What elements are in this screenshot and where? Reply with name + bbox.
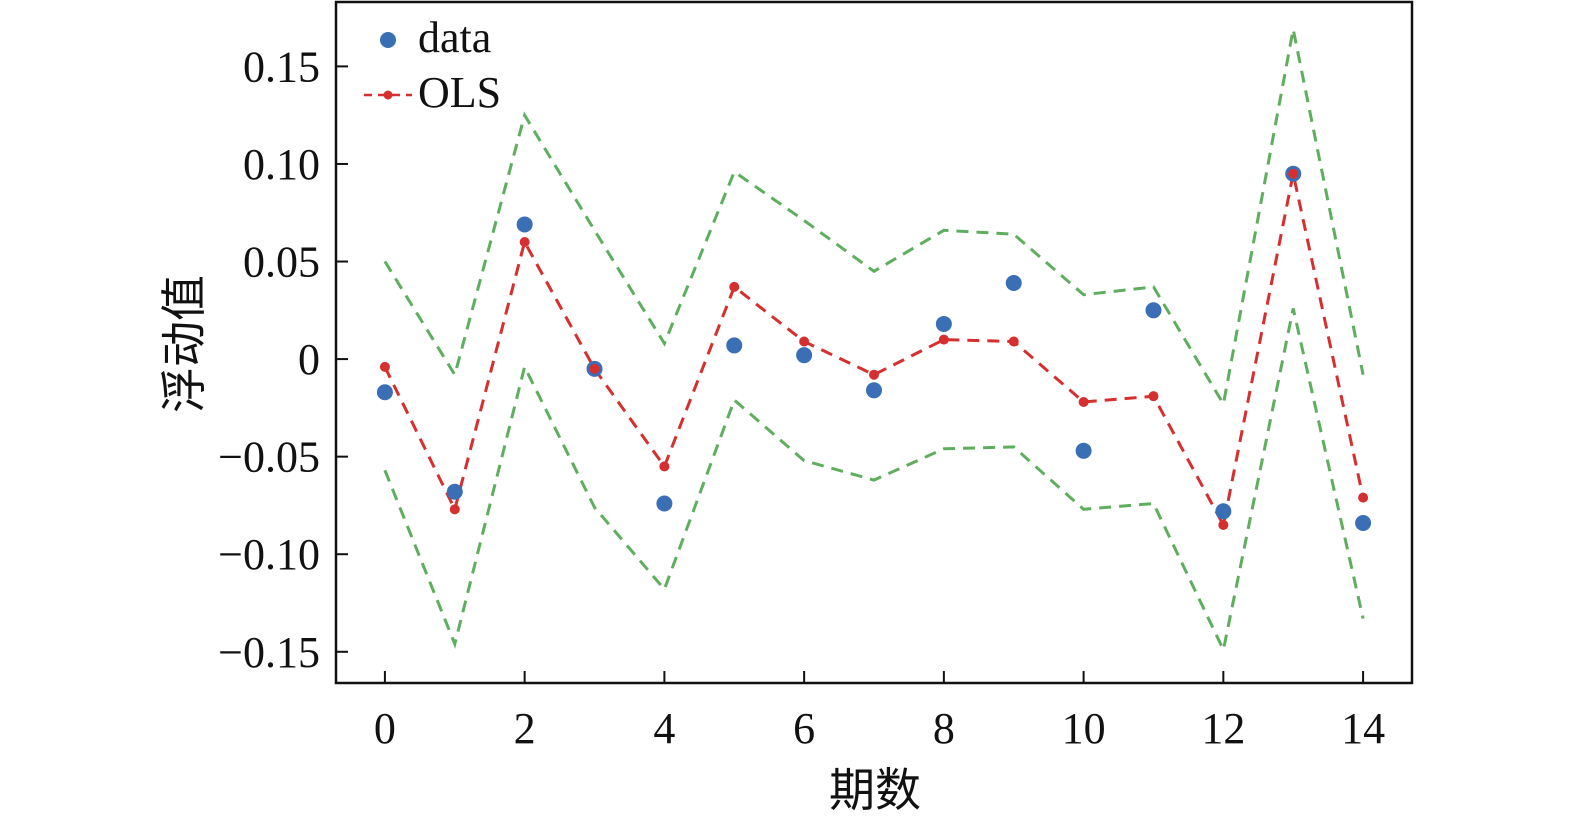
ols-point [449, 504, 460, 515]
ols-point [659, 461, 670, 472]
y-tick-label: −0.05 [218, 433, 320, 482]
ols-point [589, 363, 600, 374]
series-markers [376, 165, 1372, 531]
data-point [446, 483, 463, 500]
data-point [1005, 274, 1022, 291]
data-point [796, 347, 813, 364]
x-tick-label: 14 [1341, 704, 1385, 753]
legend: data OLS [364, 13, 501, 117]
x-axis-label: 期数 [829, 763, 921, 817]
ols-point [938, 334, 949, 345]
axis-ticks: 0 2 4 6 8 10 12 14 0.15 0.10 0.05 0 −0.05 −0.10 −0.15 [218, 42, 1385, 753]
y-tick-label: 0.10 [243, 140, 320, 189]
y-axis-label: 浮动值 [157, 275, 211, 413]
data-point [1215, 503, 1232, 520]
data-point [1145, 302, 1162, 319]
y-tick-label: 0.15 [243, 42, 320, 91]
x-tick-label: 12 [1201, 704, 1245, 753]
plot-frame [334, 0, 1414, 685]
x-tick-label: 10 [1062, 704, 1106, 753]
legend-data-label: data [418, 13, 491, 62]
x-tick-label: 8 [933, 704, 955, 753]
ols-point [1288, 168, 1299, 179]
ols-point [1078, 397, 1089, 408]
data-point [376, 384, 393, 401]
y-tick-label: −0.10 [218, 530, 320, 579]
data-point [866, 382, 882, 399]
x-tick-label: 0 [374, 704, 396, 753]
series-ols-line [383, 173, 1365, 530]
lower-bound-line [383, 308, 1365, 655]
ols-point [1148, 391, 1159, 402]
data-point [935, 315, 952, 332]
data-point [1075, 442, 1092, 459]
legend-data-marker [380, 32, 396, 48]
x-tick-label: 2 [514, 704, 536, 753]
ols-point [799, 336, 810, 347]
upper-bound-line [383, 29, 1365, 409]
series-lines [383, 29, 1365, 655]
x-tick-label: 4 [653, 704, 675, 753]
y-tick-label: −0.15 [218, 628, 320, 677]
y-tick-label: 0 [298, 335, 320, 384]
ols-point [1218, 519, 1229, 530]
ols-point [1358, 492, 1369, 503]
legend-ols-marker [383, 90, 393, 100]
data-point [516, 216, 533, 233]
ols-point [1008, 336, 1019, 347]
ols-point [519, 237, 530, 248]
y-tick-label: 0.05 [243, 238, 320, 287]
legend-ols-label: OLS [418, 68, 501, 117]
ols-point [379, 361, 390, 372]
ols-point [869, 369, 879, 380]
data-point [656, 495, 673, 512]
data-point [1355, 514, 1372, 531]
ols-point [729, 281, 740, 292]
data-point [726, 337, 743, 354]
x-tick-label: 6 [793, 704, 815, 753]
